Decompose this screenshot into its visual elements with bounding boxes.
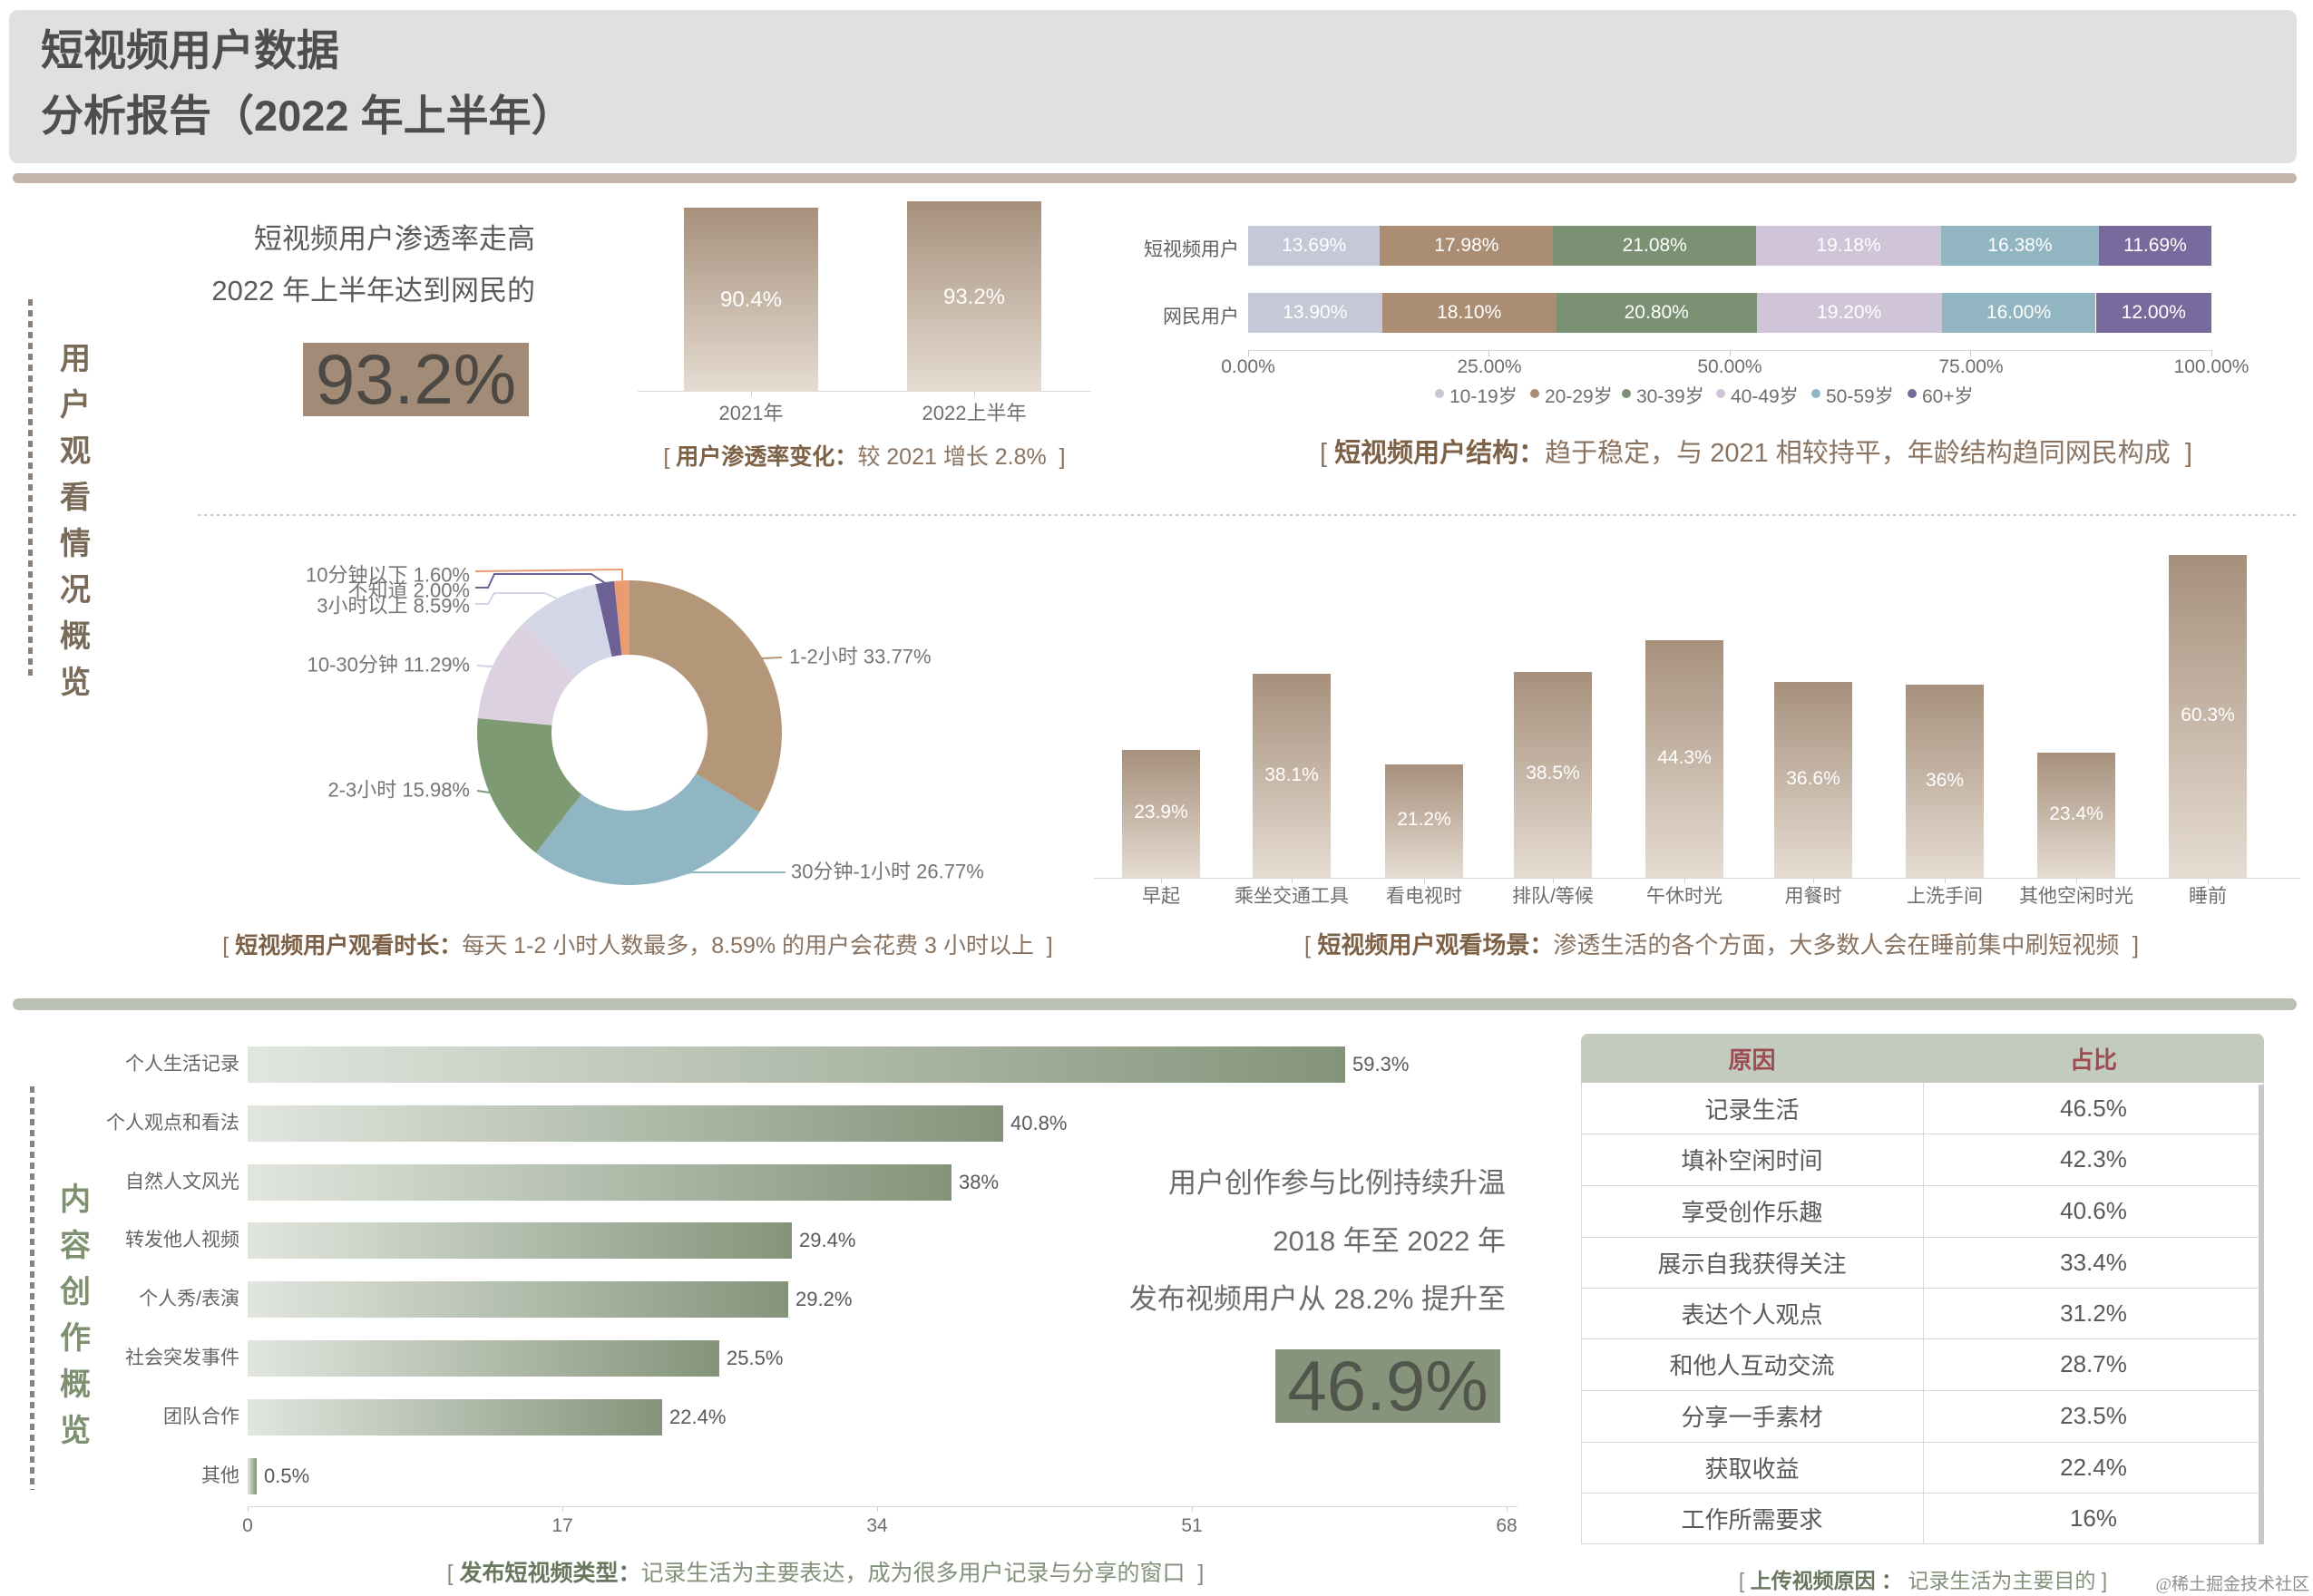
svg-text:不知道 2.00%: 不知道 2.00% — [348, 579, 471, 602]
svg-text:3小时以上 8.59%: 3小时以上 8.59% — [317, 595, 470, 618]
svg-text:2-3小时 15.98%: 2-3小时 15.98% — [327, 779, 470, 802]
svg-text:30分钟-1小时 26.77%: 30分钟-1小时 26.77% — [791, 861, 984, 883]
svg-text:10分钟以下 1.60%: 10分钟以下 1.60% — [306, 564, 470, 587]
svg-text:10-30分钟 11.29%: 10-30分钟 11.29% — [307, 654, 470, 676]
svg-text:1-2小时 33.77%: 1-2小时 33.77% — [789, 646, 932, 668]
